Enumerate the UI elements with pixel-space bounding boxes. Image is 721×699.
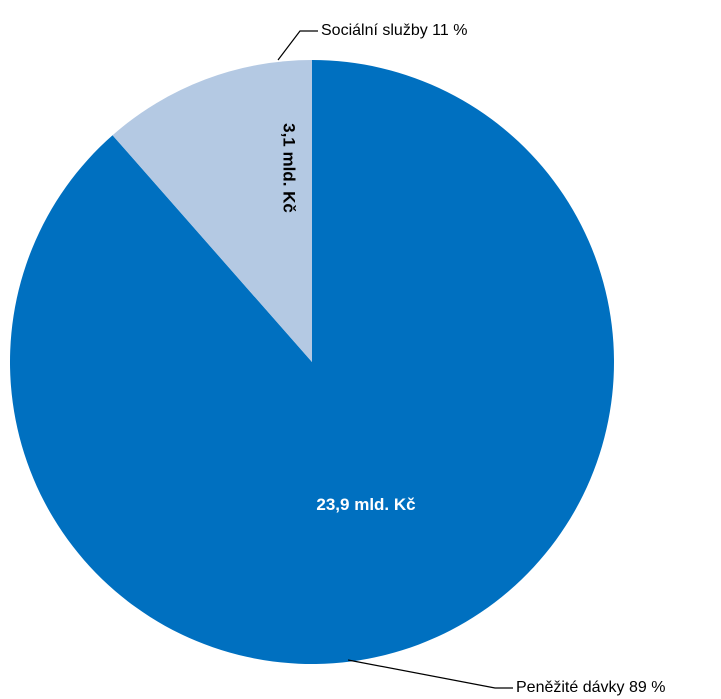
leaders-layer bbox=[277, 30, 513, 689]
slice-value-label-penezite-davky: 23,9 mld. Kč bbox=[316, 495, 415, 514]
leader-line-penezite-davky bbox=[347, 659, 513, 689]
slice-value-label-socialni-sluzby: 3,1 mld. Kč bbox=[280, 123, 299, 213]
labels-layer: 23,9 mld. Kč 3,1 mld. Kč Sociální služby 1… bbox=[280, 22, 666, 696]
callout-label-penezite-davky: Peněžité dávky 89 % bbox=[516, 679, 665, 696]
pie-slice-penezite-davky bbox=[9, 60, 614, 664]
leader-line-socialni-sluzby bbox=[277, 30, 318, 61]
slices-layer bbox=[9, 60, 614, 664]
callout-label-socialni-sluzby: Sociální služby 11 % bbox=[321, 22, 467, 39]
pie-slice-socialni-sluzby bbox=[112, 60, 312, 362]
